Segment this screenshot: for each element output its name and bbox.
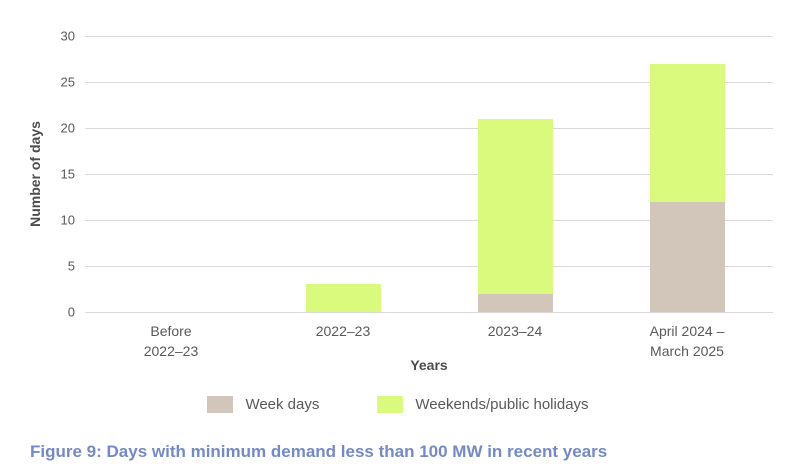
legend-label: Weekends/public holidays (415, 396, 589, 413)
gridline (85, 173, 773, 175)
figure-caption: Figure 9: Days with minimum demand less … (30, 442, 608, 461)
y-tick-label: 10 (60, 212, 75, 228)
legend-swatch-weekends-public-holidays (377, 396, 404, 413)
chart-legend: Week days Weekends/public holidays (0, 396, 796, 413)
legend-item-weekends-public-holidays: Weekends/public holidays (377, 396, 589, 413)
gridline (85, 35, 773, 37)
gridline (85, 127, 773, 129)
legend-swatch-week-days (207, 396, 234, 413)
bar-segment-weekends-public-holidays (305, 284, 381, 312)
y-tick-label: 15 (60, 166, 75, 182)
y-tick-label: 25 (60, 74, 75, 90)
bar-segment-week-days (649, 201, 725, 312)
x-tick-label: Before 2022–23 (143, 323, 199, 359)
x-tick-label: April 2024 – March 2025 (649, 323, 725, 359)
gridline (85, 311, 773, 313)
y-tick-label: 30 (60, 28, 75, 44)
bar-segment-weekends-public-holidays (477, 118, 553, 294)
y-tick-label: 20 (60, 120, 75, 136)
gridline (85, 219, 773, 221)
y-tick-label: 0 (67, 304, 75, 320)
x-tick-label: 2023–24 (487, 323, 543, 339)
bar-segment-weekends-public-holidays (649, 63, 725, 202)
legend-item-week-days: Week days (207, 396, 319, 413)
gridline (85, 81, 773, 83)
x-axis-title: Years (410, 357, 448, 373)
gridline (85, 265, 773, 267)
legend-label: Week days (245, 396, 320, 413)
bar-segment-week-days (477, 293, 553, 312)
plot-area: 0 5 10 15 20 25 30 Before 2022–23 2022–23 2023–24… (61, 29, 773, 359)
x-tick-label: 2022–23 (315, 323, 371, 339)
y-tick-label: 5 (67, 258, 75, 274)
